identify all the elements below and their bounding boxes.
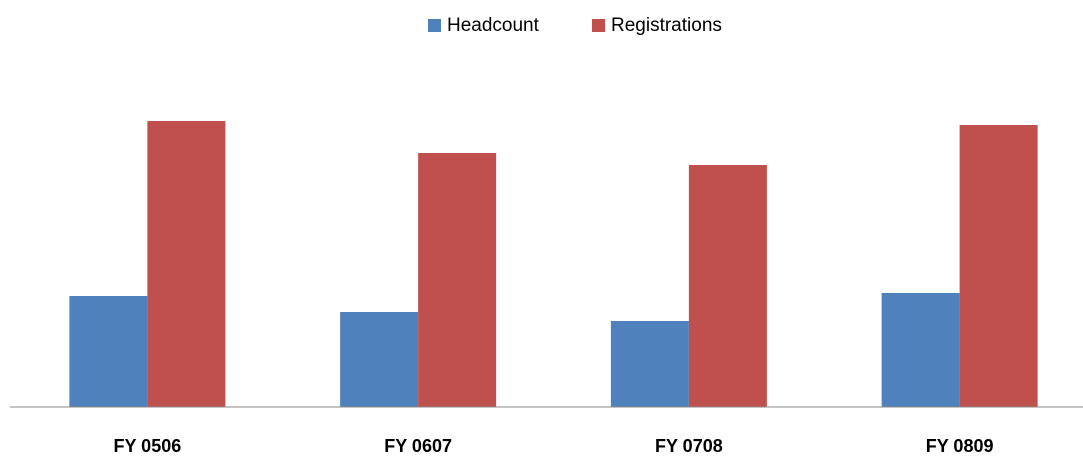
x-tick-label: FY 0708 bbox=[655, 436, 723, 456]
legend-label: Headcount bbox=[447, 15, 540, 36]
bar bbox=[688, 165, 767, 407]
legend-swatch bbox=[592, 19, 605, 32]
bar bbox=[610, 321, 689, 407]
bar bbox=[147, 121, 226, 407]
bar bbox=[69, 296, 148, 407]
x-tick-label: FY 0506 bbox=[114, 436, 182, 456]
x-tick-label: FY 0607 bbox=[384, 436, 452, 456]
bar bbox=[959, 125, 1038, 407]
legend-label: Registrations bbox=[611, 15, 722, 36]
legend-swatch bbox=[428, 19, 441, 32]
bar bbox=[418, 153, 497, 407]
bar bbox=[881, 293, 960, 407]
bar bbox=[340, 312, 419, 407]
x-tick-label: FY 0809 bbox=[926, 436, 994, 456]
